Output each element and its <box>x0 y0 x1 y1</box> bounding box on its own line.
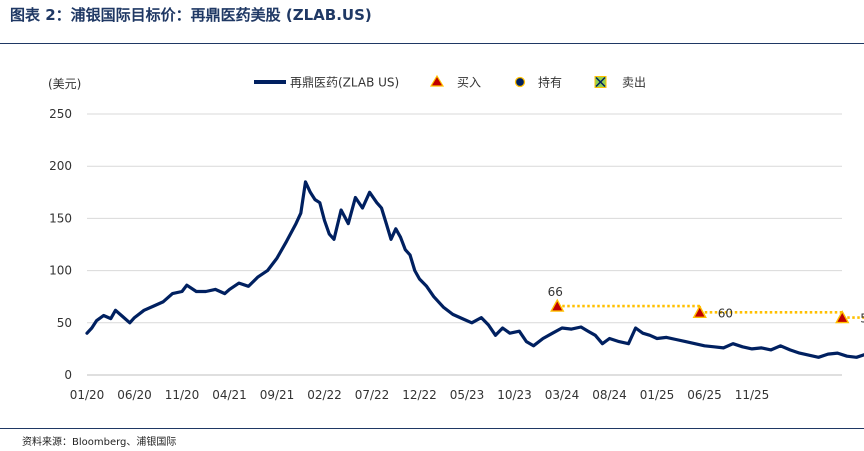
target-price-lines <box>557 304 864 319</box>
gridlines <box>87 113 842 324</box>
series-line-zlab <box>85 180 864 359</box>
x-tick-label: 07/22 <box>355 388 390 402</box>
y-tick-label: 0 <box>64 368 72 382</box>
y-tick-label: 200 <box>49 159 72 173</box>
x-tick-label: 01/20 <box>70 388 105 402</box>
legend-label-sell: 卖出 <box>622 76 646 90</box>
buy-marker-60 <box>692 304 707 319</box>
buy-marker-55 <box>835 310 850 324</box>
target-label-60: 60 <box>718 306 733 320</box>
page-title: 图表 2：浦银国际目标价：再鼎医药美股 (ZLAB.US) <box>10 6 372 24</box>
legend: 再鼎医药(ZLAB US) 买入 持有 卖出 <box>254 75 646 90</box>
y-axis-ticks: 0 50 100 150 200 250 <box>49 107 72 382</box>
x-tick-label: 02/22 <box>307 388 342 402</box>
x-tick-label: 06/25 <box>687 388 722 402</box>
x-tick-label: 10/23 <box>497 388 532 402</box>
legend-buy-icon <box>429 74 445 87</box>
x-tick-label: 11/20 <box>165 388 200 402</box>
price-chart: (美元) 再鼎医药(ZLAB US) 买入 持有 卖出 0 50 100 150 200… <box>48 75 864 402</box>
source-note: 资料来源：Bloomberg、浦银国际 <box>22 437 177 448</box>
legend-label-hold: 持有 <box>538 75 562 90</box>
y-unit-label: (美元) <box>48 77 81 91</box>
x-tick-label: 03/24 <box>545 388 580 402</box>
x-tick-label: 04/21 <box>212 388 247 402</box>
x-tick-label: 05/23 <box>450 388 485 402</box>
target-label-66: 66 <box>548 285 563 299</box>
x-axis-ticks: 01/20 06/20 11/20 04/21 09/21 02/22 07/22 12/22… <box>70 388 770 402</box>
x-tick-label: 06/20 <box>117 388 152 402</box>
rating-markers: 6660554635 <box>548 285 864 326</box>
header-divider <box>0 43 864 44</box>
target-label-55: 55 <box>860 312 864 326</box>
buy-marker-66 <box>550 298 565 312</box>
y-tick-label: 250 <box>49 107 72 121</box>
x-tick-label: 11/25 <box>735 388 770 402</box>
x-tick-label: 08/24 <box>592 388 627 402</box>
legend-label-price: 再鼎医药(ZLAB US) <box>290 76 399 90</box>
legend-hold-icon <box>514 76 526 88</box>
y-tick-label: 100 <box>49 264 72 278</box>
legend-label-buy: 买入 <box>457 76 481 90</box>
y-tick-label: 150 <box>49 211 72 225</box>
x-tick-label: 01/25 <box>640 388 675 402</box>
y-tick-label: 50 <box>57 316 72 330</box>
footer-divider <box>0 428 864 429</box>
x-tick-label: 12/22 <box>402 388 437 402</box>
x-tick-label: 09/21 <box>260 388 295 402</box>
legend-sell-icon <box>594 76 607 88</box>
